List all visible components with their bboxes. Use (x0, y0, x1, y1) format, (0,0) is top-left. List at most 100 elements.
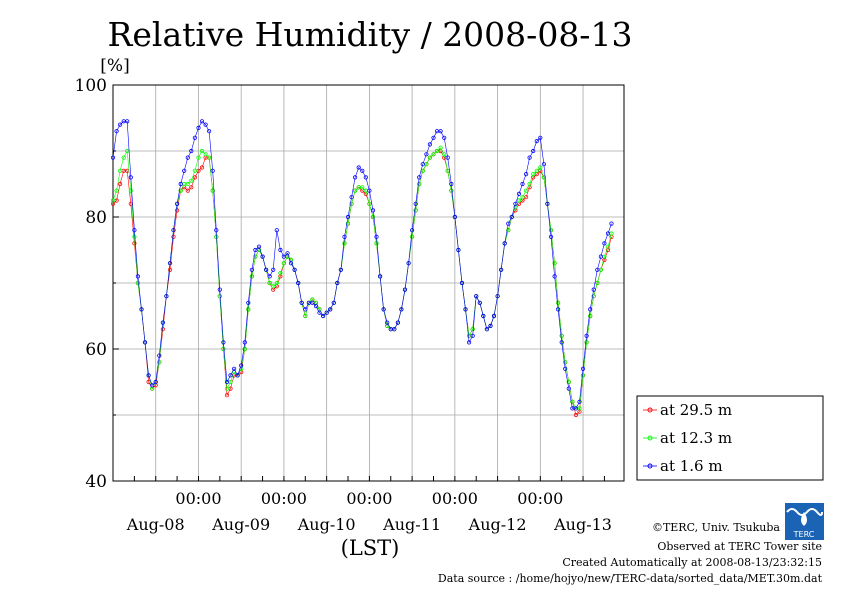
data-point (605, 231, 611, 236)
data-point (146, 373, 151, 378)
x-time-label: 00:00 (517, 489, 563, 508)
data-point (474, 294, 479, 299)
data-point (192, 175, 197, 180)
data-point (591, 294, 596, 299)
data-point (135, 274, 140, 279)
data-point (449, 188, 454, 193)
data-point (153, 379, 158, 385)
data-point (345, 221, 351, 226)
data-point (588, 307, 593, 312)
data-point (342, 234, 347, 239)
data-point (602, 241, 607, 246)
data-point (605, 244, 611, 249)
legend-marker (647, 407, 653, 413)
chart-title: Relative Humidity / 2008-08-13 (108, 15, 633, 54)
data-point (175, 208, 180, 213)
data-point (545, 201, 550, 206)
data-point (274, 280, 279, 286)
legend-marker (647, 435, 653, 441)
data-point (374, 241, 379, 246)
data-point (413, 201, 418, 206)
data-point (431, 135, 436, 140)
data-point (288, 261, 294, 266)
data-point (563, 360, 568, 365)
data-point (427, 142, 432, 147)
data-point (253, 254, 258, 259)
data-point (267, 274, 272, 279)
data-point (118, 122, 123, 127)
data-point (370, 214, 376, 220)
data-point (374, 234, 379, 239)
data-point (381, 307, 386, 312)
data-point (516, 191, 522, 196)
data-point (392, 327, 397, 332)
data-point (491, 313, 497, 319)
data-point (385, 320, 390, 325)
data-point (217, 294, 222, 299)
data-point (281, 261, 286, 266)
data-point (242, 346, 247, 352)
data-point (345, 214, 351, 220)
data-point (484, 327, 489, 332)
data-series (110, 119, 614, 418)
data-point (189, 148, 194, 154)
data-point (125, 119, 130, 124)
y-axis-unit-label: [%] (100, 56, 129, 76)
data-point (164, 294, 169, 299)
data-point (413, 208, 418, 213)
data-point (552, 261, 557, 266)
legend-items: at 29.5 m at 12.3 m at 1.6 m (643, 401, 732, 475)
data-point (192, 135, 197, 140)
data-point (185, 188, 190, 193)
data-point (516, 198, 522, 203)
data-point (442, 152, 447, 157)
data-point (221, 340, 226, 345)
y-tick-label: 80 (85, 208, 107, 228)
data-point (171, 228, 176, 233)
data-point (263, 267, 269, 272)
data-point (160, 327, 165, 332)
data-point (367, 201, 372, 206)
data-point (498, 267, 504, 272)
data-point (139, 307, 144, 312)
data-point (338, 267, 343, 272)
data-point (249, 274, 254, 279)
source-text: Data source : /home/hojyo/new/TERC-data/… (438, 572, 823, 585)
data-point (506, 228, 511, 233)
data-point (196, 155, 201, 160)
data-point (118, 168, 123, 173)
data-point (552, 274, 557, 279)
x-day-label: Aug-08 (126, 515, 185, 534)
data-point (481, 313, 486, 319)
data-point (274, 228, 279, 233)
data-point (445, 155, 450, 160)
data-point (192, 168, 197, 173)
data-point (509, 214, 514, 220)
data-point (573, 406, 579, 411)
data-point (531, 148, 536, 154)
data-point (199, 165, 205, 170)
data-point (167, 261, 173, 266)
data-point (135, 280, 140, 286)
data-point (121, 155, 126, 160)
y-tick-label: 60 (85, 340, 107, 360)
data-point (296, 280, 301, 286)
legend-marker (647, 463, 653, 469)
data-point (434, 148, 440, 154)
data-point (242, 340, 247, 345)
series-2 (110, 145, 614, 411)
data-point (207, 155, 212, 160)
data-point (278, 270, 283, 276)
data-point (449, 181, 454, 187)
data-point (520, 195, 525, 200)
x-day-label: Aug-13 (553, 515, 612, 534)
data-point (595, 267, 600, 272)
data-point (555, 300, 561, 305)
data-point (377, 274, 383, 279)
data-point (246, 307, 251, 312)
data-point (520, 181, 525, 187)
data-point (513, 201, 518, 206)
data-point (588, 313, 593, 319)
data-point (114, 188, 119, 193)
